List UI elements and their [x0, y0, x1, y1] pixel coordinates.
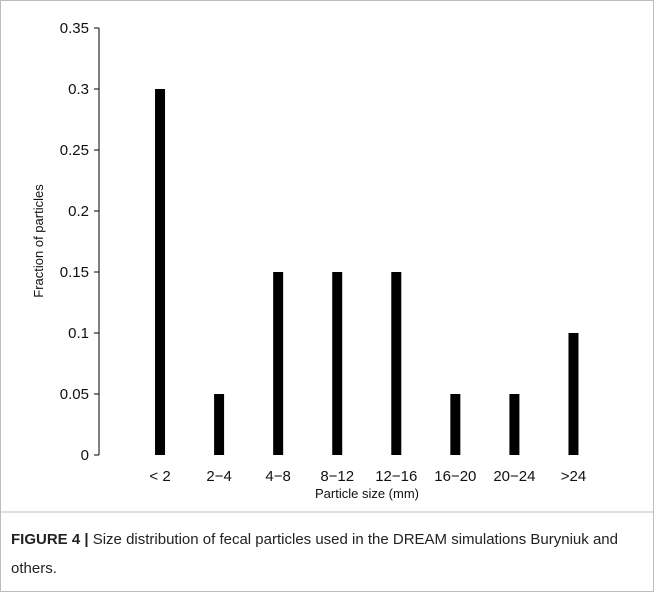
x-tick-label: 16−20: [434, 468, 476, 485]
x-tick-label: 8−12: [320, 468, 354, 485]
y-tick-label: 0.35: [60, 20, 89, 37]
bar: [509, 394, 520, 455]
y-tick-label: 0.15: [60, 264, 89, 281]
x-tick-label: 20−24: [493, 468, 535, 485]
bar: [332, 272, 343, 455]
y-axis-label: Fraction of particles: [31, 184, 46, 298]
y-tick-label: 0.3: [68, 81, 89, 98]
bar: [155, 89, 166, 455]
chart: Particle size (mm) Fraction of particles…: [1, 20, 653, 513]
caption-label: FIGURE 4 |: [11, 531, 89, 548]
x-tick-label: 4−8: [265, 468, 290, 485]
bar: [450, 394, 461, 455]
x-tick-label: >24: [561, 468, 586, 485]
x-tick-label: < 2: [149, 468, 170, 485]
y-tick-label: 0.05: [60, 386, 89, 403]
bar: [273, 272, 284, 455]
bar: [568, 333, 579, 455]
caption: FIGURE 4 | Size distribution of fecal pa…: [11, 525, 641, 583]
y-tick-label: 0.1: [68, 325, 89, 342]
y-tick-label: 0.2: [68, 203, 89, 220]
y-tick-label: 0.25: [60, 142, 89, 159]
y-tick-label: 0: [81, 447, 89, 464]
caption-text: Size distribution of fecal particles use…: [11, 531, 618, 577]
x-axis-label: Particle size (mm): [315, 486, 419, 501]
x-tick-label: 12−16: [375, 468, 417, 485]
bar: [391, 272, 402, 455]
x-tick-label: 2−4: [206, 468, 231, 485]
bar: [214, 394, 225, 455]
